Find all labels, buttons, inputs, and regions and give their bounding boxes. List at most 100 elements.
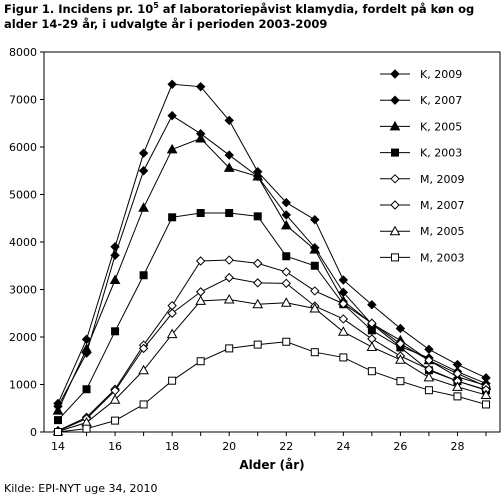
data-point xyxy=(396,377,405,386)
y-tick-label: 1000 xyxy=(9,379,37,392)
data-point xyxy=(223,162,235,172)
data-point xyxy=(195,256,206,266)
data-point xyxy=(195,287,206,297)
data-point xyxy=(338,275,349,285)
data-point xyxy=(452,381,463,391)
data-point xyxy=(282,252,291,261)
data-point xyxy=(367,299,377,310)
data-point xyxy=(167,308,177,318)
data-point xyxy=(82,385,91,394)
series-8 xyxy=(54,337,490,436)
series-line xyxy=(57,137,487,411)
data-point xyxy=(281,210,291,220)
series-line xyxy=(57,212,487,421)
legend-label: M, 2003 xyxy=(420,251,464,264)
legend-label: M, 2005 xyxy=(420,225,464,238)
data-point xyxy=(391,148,399,157)
y-tick-label: 3000 xyxy=(9,284,37,297)
y-tick-label: 6000 xyxy=(9,141,37,154)
data-point xyxy=(167,79,177,90)
data-point xyxy=(224,115,234,126)
data-point xyxy=(111,416,120,425)
data-point xyxy=(138,166,149,176)
series-line xyxy=(57,83,487,404)
series-line xyxy=(57,341,487,433)
data-point xyxy=(166,328,178,339)
legend-label: K, 2007 xyxy=(420,94,462,107)
data-point xyxy=(167,110,177,121)
data-point xyxy=(139,271,148,280)
chart-title: Figur 1. Incidens pr. 105 af laboratorie… xyxy=(4,1,475,31)
legend-item: M, 2003 xyxy=(380,251,464,264)
data-point xyxy=(395,338,406,349)
legend-item: K, 2009 xyxy=(380,68,462,81)
data-point xyxy=(195,295,207,305)
x-tick-label: 26 xyxy=(393,440,407,453)
data-point xyxy=(168,213,177,222)
y-tick-label: 0 xyxy=(30,426,37,439)
y-tick-label: 8000 xyxy=(9,46,37,59)
data-point xyxy=(424,386,433,395)
data-point xyxy=(139,400,148,409)
data-point xyxy=(390,69,400,79)
legend-item: M, 2009 xyxy=(380,173,464,186)
x-tick-label: 14 xyxy=(51,440,65,453)
series-line xyxy=(57,277,487,432)
plot-area-frame xyxy=(43,51,501,433)
data-point xyxy=(423,371,435,382)
axes: 0 1000 2000 3000 4000 5000 6000 7000 8000 14 16 18 2… xyxy=(9,46,501,453)
y-tick-label: 2000 xyxy=(9,331,37,344)
data-point xyxy=(338,314,349,324)
data-point xyxy=(310,286,320,296)
data-point xyxy=(138,148,149,158)
data-point xyxy=(138,343,149,354)
data-point xyxy=(391,253,399,262)
data-point xyxy=(166,143,178,154)
data-point xyxy=(281,278,291,289)
y-tick-label: 7000 xyxy=(9,94,37,107)
series-line xyxy=(57,259,487,432)
data-point xyxy=(424,355,434,365)
legend-item: K, 2005 xyxy=(380,120,462,133)
data-point xyxy=(253,212,262,221)
data-point xyxy=(253,340,262,349)
data-point xyxy=(282,337,291,346)
x-tick-label: 24 xyxy=(336,440,350,453)
data-point xyxy=(280,219,292,230)
data-point xyxy=(338,299,349,309)
data-point xyxy=(310,348,319,357)
legend-label: K, 2005 xyxy=(420,120,462,133)
legend-item: K, 2007 xyxy=(380,94,462,107)
data-point xyxy=(110,250,120,261)
x-axis-label: Alder (år) xyxy=(239,458,304,472)
data-point xyxy=(82,424,91,433)
data-point xyxy=(395,323,406,334)
data-point xyxy=(111,327,120,336)
legend-item: K, 2003 xyxy=(380,147,462,160)
x-tick-label: 16 xyxy=(108,440,122,453)
data-point xyxy=(52,405,64,415)
series-line xyxy=(57,298,487,433)
data-point xyxy=(389,120,401,131)
data-point xyxy=(339,353,348,362)
data-point xyxy=(54,416,62,425)
data-point xyxy=(81,343,92,353)
data-point xyxy=(252,170,264,181)
series-7 xyxy=(52,293,492,436)
data-point xyxy=(167,300,177,311)
data-point xyxy=(390,95,400,105)
y-tick-label: 4000 xyxy=(9,236,37,249)
data-point xyxy=(281,267,291,277)
legend-label: M, 2009 xyxy=(420,173,464,186)
data-point xyxy=(480,389,492,399)
data-point xyxy=(225,209,234,218)
data-point xyxy=(196,209,205,218)
data-point xyxy=(196,357,205,366)
data-point xyxy=(223,293,235,304)
legend-label: K, 2009 xyxy=(420,68,462,81)
data-point xyxy=(109,274,121,284)
data-point xyxy=(252,298,264,309)
data-point xyxy=(367,318,377,328)
data-point xyxy=(482,400,490,409)
